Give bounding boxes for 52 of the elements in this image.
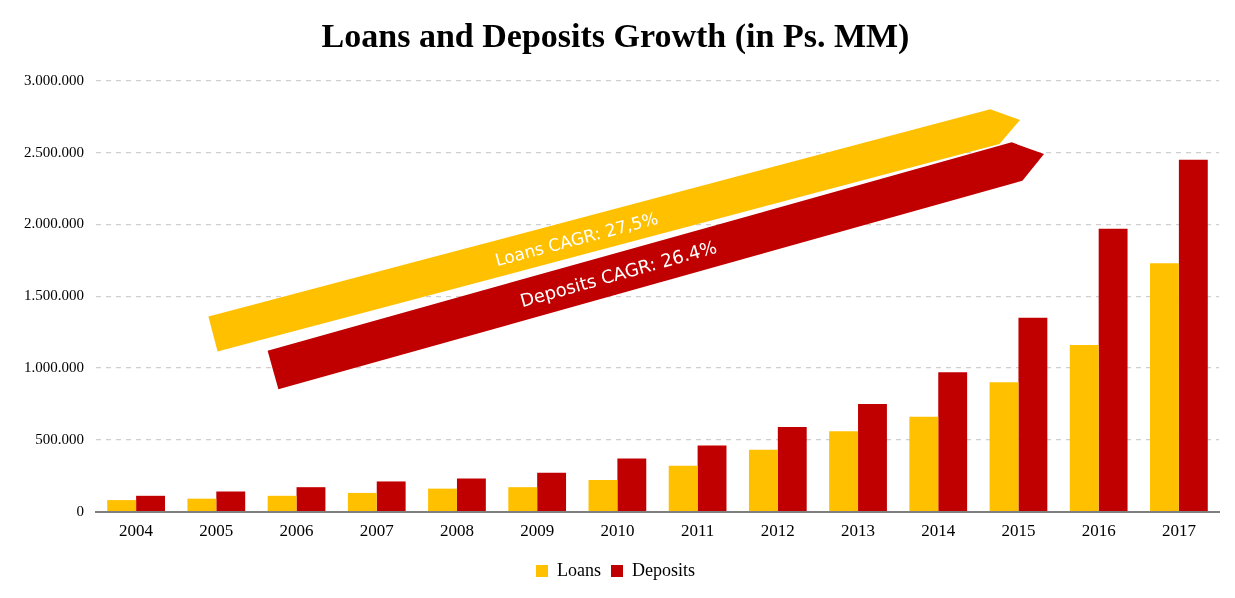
x-tick-label: 2016 bbox=[1081, 521, 1116, 541]
bar bbox=[829, 431, 859, 511]
bar bbox=[668, 465, 698, 511]
bar bbox=[267, 495, 297, 511]
bar bbox=[989, 382, 1019, 511]
bar bbox=[136, 495, 165, 511]
y-tick-label: 1.000.000 bbox=[24, 358, 84, 375]
bar bbox=[617, 458, 647, 511]
chart-title: Loans and Deposits Growth (in Ps. MM) bbox=[321, 17, 910, 56]
x-tick-label: 2004 bbox=[119, 521, 154, 541]
y-tick-label: 2.000.000 bbox=[24, 215, 84, 232]
bar bbox=[1069, 345, 1099, 511]
x-tick-label: 2013 bbox=[841, 521, 876, 541]
bar bbox=[1150, 263, 1179, 511]
x-tick-label: 2010 bbox=[600, 521, 635, 541]
y-tick-label: 1.500.000 bbox=[24, 287, 84, 304]
legend-label: Deposits bbox=[631, 559, 695, 580]
bar bbox=[456, 478, 486, 511]
bar bbox=[107, 500, 137, 511]
bar bbox=[347, 492, 377, 511]
x-tick-label: 2017 bbox=[1161, 521, 1197, 541]
x-tick-label: 2009 bbox=[520, 521, 555, 541]
bar bbox=[296, 487, 326, 511]
bar bbox=[508, 487, 538, 511]
bar bbox=[588, 480, 618, 511]
bar bbox=[216, 491, 246, 511]
bar bbox=[187, 498, 217, 511]
bar bbox=[428, 488, 457, 511]
bar bbox=[858, 403, 887, 511]
x-tick-label: 2008 bbox=[439, 521, 474, 541]
bar bbox=[1018, 317, 1048, 511]
bar bbox=[1178, 159, 1208, 511]
bar bbox=[537, 472, 567, 511]
y-tick-label: 3.000.000 bbox=[24, 71, 84, 88]
y-tick-label: 0 bbox=[76, 502, 84, 519]
x-tick-label: 2011 bbox=[680, 521, 715, 541]
bar bbox=[376, 481, 406, 511]
y-tick-label: 500.000 bbox=[35, 430, 84, 447]
x-tick-label: 2014 bbox=[921, 521, 956, 541]
bar bbox=[697, 445, 727, 511]
x-tick-label: 2006 bbox=[279, 521, 314, 541]
legend-label: Loans bbox=[557, 559, 602, 580]
x-tick-label: 2015 bbox=[1001, 521, 1036, 541]
bar bbox=[1098, 228, 1128, 511]
bar bbox=[748, 449, 778, 511]
x-tick-label: 2005 bbox=[199, 521, 234, 541]
x-tick-label: 2007 bbox=[359, 521, 395, 541]
bar bbox=[938, 372, 968, 511]
bar bbox=[777, 426, 807, 511]
y-tick-label: 2.500.000 bbox=[24, 143, 84, 160]
bar bbox=[909, 416, 939, 511]
x-tick-label: 2012 bbox=[760, 521, 795, 541]
